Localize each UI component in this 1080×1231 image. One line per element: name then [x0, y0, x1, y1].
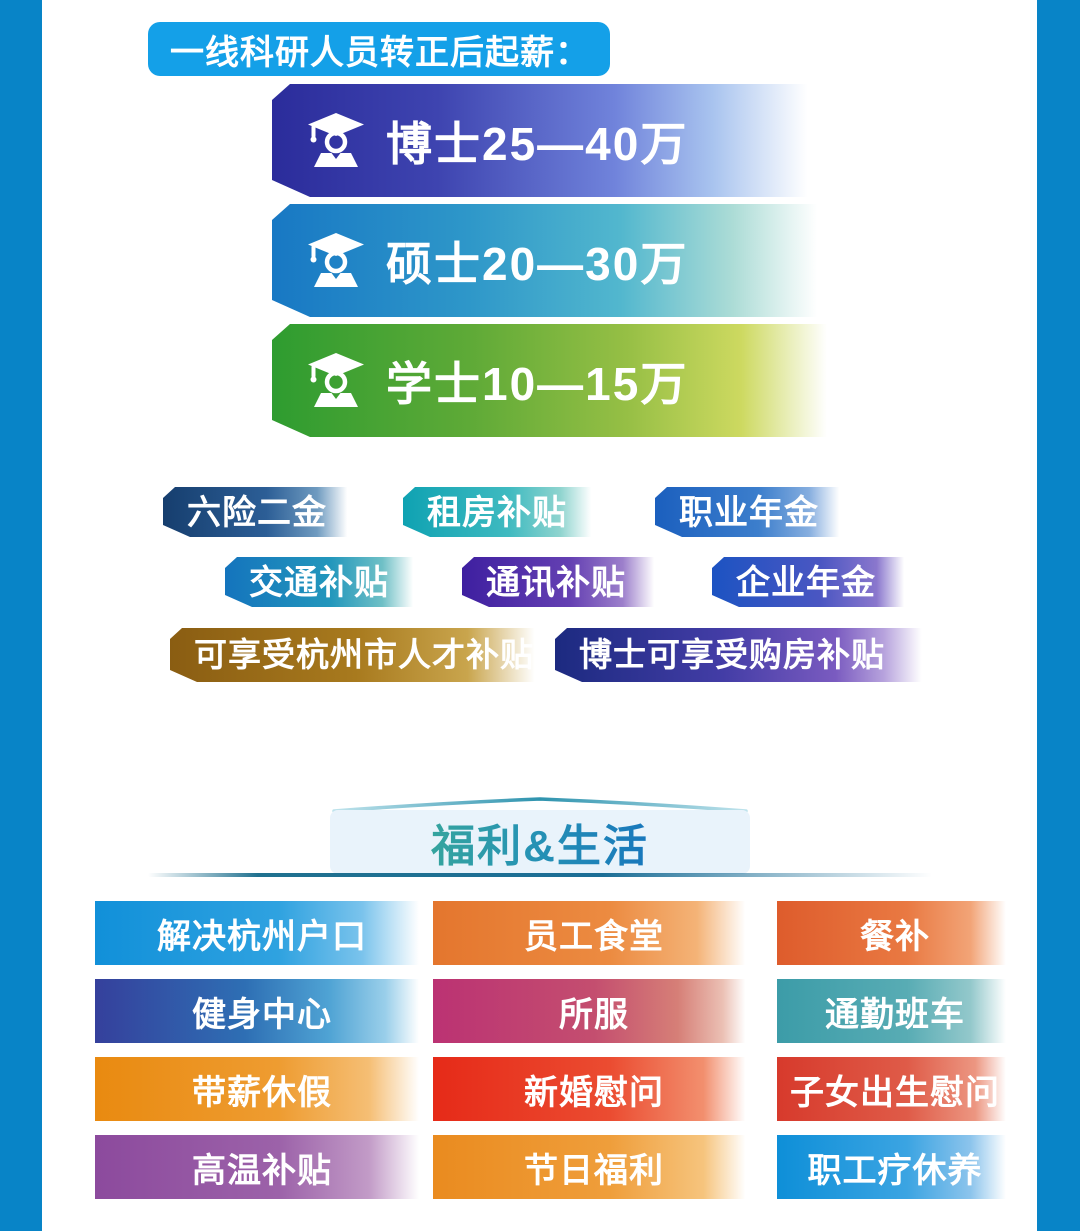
subsidy-tag-phd-housing: 博士可享受购房补贴 — [555, 628, 929, 682]
welfare-item-holiday: 节日福利 — [433, 1135, 755, 1199]
welfare-underline — [148, 873, 932, 877]
right-border-bar — [1037, 0, 1080, 1231]
welfare-label: 所服 — [559, 995, 629, 1034]
graduate-icon — [304, 109, 368, 173]
welfare-item-wedding: 新婚慰问 — [433, 1057, 755, 1121]
welfare-label: 新婚慰问 — [524, 1073, 664, 1112]
welfare-label: 子女出生慰问 — [790, 1073, 1000, 1112]
welfare-label: 健身中心 — [192, 995, 332, 1034]
welfare-item-hukou: 解决杭州户口 — [95, 901, 429, 965]
subsidy-tag-enterprise-pension: 企业年金 — [712, 557, 908, 607]
subsidy-tag-insurance: 六险二金 — [163, 487, 351, 537]
welfare-item-meal-subsidy: 餐补 — [777, 901, 1013, 965]
tag-label: 企业年金 — [736, 563, 876, 602]
welfare-item-uniform: 所服 — [433, 979, 755, 1043]
welfare-item-paid-leave: 带薪休假 — [95, 1057, 429, 1121]
tag-label: 六险二金 — [187, 493, 327, 532]
tag-label: 交通补贴 — [249, 563, 389, 602]
graduate-icon — [304, 229, 368, 293]
welfare-item-recuperation: 职工疗休养 — [777, 1135, 1013, 1199]
page-title-label: 一线科研人员转正后起薪： — [170, 33, 590, 72]
welfare-label: 餐补 — [860, 917, 930, 956]
left-border-bar — [0, 0, 42, 1231]
subsidy-tag-communication: 通讯补贴 — [462, 557, 658, 607]
welfare-label: 节日福利 — [524, 1151, 664, 1190]
welfare-section-title: 福利&生活 — [431, 810, 649, 874]
page-title: 一线科研人员转正后起薪： — [148, 22, 610, 76]
tag-label: 可享受杭州市人才补贴 — [194, 636, 534, 673]
subsidy-tag-transport: 交通补贴 — [225, 557, 417, 607]
welfare-label: 通勤班车 — [825, 995, 965, 1034]
welfare-label: 带薪休假 — [192, 1073, 332, 1112]
graduate-icon — [304, 349, 368, 413]
welfare-item-childbirth: 子女出生慰问 — [777, 1057, 1013, 1121]
welfare-section-banner: 福利&生活 — [330, 810, 750, 874]
welfare-label: 解决杭州户口 — [157, 917, 367, 956]
tag-label: 博士可享受购房补贴 — [579, 636, 885, 673]
subsidy-tag-hangzhou-talent: 可享受杭州市人才补贴 — [170, 628, 542, 682]
salary-phd-label: 博士25—40万 — [386, 117, 689, 170]
tag-label: 通讯补贴 — [486, 563, 626, 602]
subsidy-tag-occupational-pension: 职业年金 — [655, 487, 843, 537]
banner-roof-line — [332, 797, 748, 813]
welfare-item-canteen: 员工食堂 — [433, 901, 755, 965]
salary-bar-bachelor: 学士10—15万 — [272, 324, 844, 437]
welfare-item-heat-subsidy: 高温补贴 — [95, 1135, 429, 1199]
welfare-label: 员工食堂 — [524, 917, 664, 956]
subsidy-tag-rent: 租房补贴 — [403, 487, 595, 537]
tag-label: 职业年金 — [679, 493, 819, 532]
salary-master-label: 硕士20—30万 — [386, 237, 689, 290]
welfare-item-gym: 健身中心 — [95, 979, 429, 1043]
welfare-label: 职工疗休养 — [807, 1151, 983, 1190]
salary-bar-master: 硕士20—30万 — [272, 204, 834, 317]
salary-bachelor-label: 学士10—15万 — [386, 357, 689, 410]
salary-bar-phd: 博士25—40万 — [272, 84, 824, 197]
welfare-item-shuttle: 通勤班车 — [777, 979, 1013, 1043]
welfare-label: 高温补贴 — [192, 1151, 332, 1190]
tag-label: 租房补贴 — [427, 493, 567, 532]
